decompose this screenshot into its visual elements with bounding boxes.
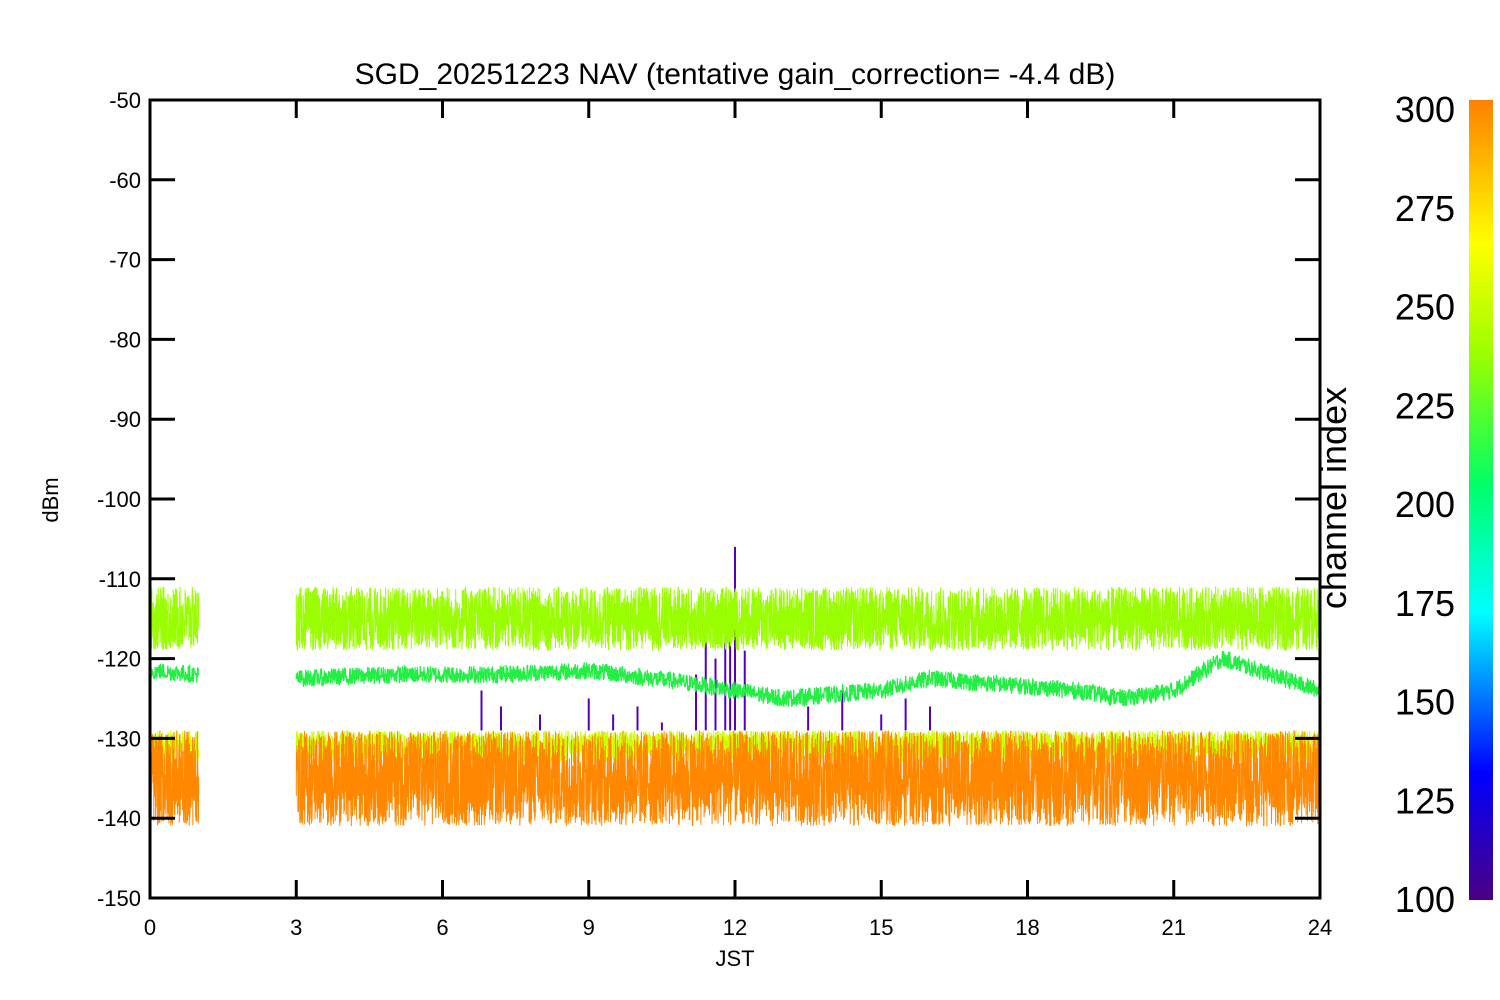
colorbar-tick-label: 200 — [1395, 484, 1455, 525]
y-axis-label: dBm — [38, 477, 63, 522]
point-band-middle — [1124, 697, 1126, 700]
x-tick-label: 9 — [583, 915, 595, 940]
y-tick-label: -80 — [109, 327, 141, 352]
point-band-middle — [1270, 673, 1273, 676]
y-tick-label: -130 — [97, 726, 141, 751]
chart-title: SGD_20251223 NAV (tentative gain_correct… — [355, 58, 1116, 91]
colorbar-tick-label: 150 — [1395, 682, 1455, 723]
colorbar-tick-label: 225 — [1395, 385, 1455, 426]
colorbar-label: channel index — [1313, 387, 1354, 609]
point-band-middle — [587, 669, 590, 672]
y-axis: -150 -140 -130 -120 -110 -100 -90 -80 -70 -60 -50 — [97, 88, 1320, 911]
point-band-middle — [1026, 685, 1029, 688]
x-tick-label: 15 — [869, 915, 893, 940]
x-axis-label: JST — [715, 946, 754, 971]
colorbar-tick-label: 125 — [1395, 780, 1455, 821]
y-tick-label: -120 — [97, 647, 141, 672]
colorbar-ticks: 100 125 150 175 200 225 250 275 300 — [1395, 89, 1455, 920]
x-tick-label: 12 — [723, 915, 747, 940]
x-tick-label: 0 — [144, 915, 156, 940]
y-tick-label: -150 — [97, 886, 141, 911]
x-tick-label: 18 — [1015, 915, 1039, 940]
point-band-middle — [880, 689, 883, 692]
y-tick-label: -90 — [109, 407, 141, 432]
y-tick-label: -60 — [109, 168, 141, 193]
point-band-middle — [1221, 657, 1224, 660]
point-band-middle — [977, 681, 980, 684]
data-layer — [150, 546, 1320, 827]
point-band-middle — [1172, 689, 1175, 692]
colorbar-tick-label: 250 — [1395, 287, 1455, 328]
y-tick-label: -100 — [97, 487, 141, 512]
point-band-middle — [685, 681, 688, 684]
point-band-middle — [490, 673, 493, 676]
point-band-middle — [392, 673, 395, 676]
point-band-middle — [929, 677, 931, 680]
colorbar-tick-label: 175 — [1395, 583, 1455, 624]
series-band-noise-floor — [150, 730, 1320, 827]
point-band-middle — [295, 677, 298, 680]
point-band-middle — [831, 693, 834, 696]
series-band-upper — [150, 585, 1320, 652]
y-tick-label: -50 — [109, 88, 141, 113]
x-tick-label: 21 — [1162, 915, 1186, 940]
point-band-middle — [734, 689, 736, 692]
colorbar-tick-label: 100 — [1395, 879, 1455, 920]
x-tick-label: 3 — [290, 915, 302, 940]
colorbar-tick-label: 275 — [1395, 188, 1455, 229]
colorbar-tick-label: 300 — [1395, 89, 1455, 130]
x-axis: 0 3 6 9 12 15 18 21 24 — [144, 100, 1332, 940]
colorbar — [1469, 100, 1493, 900]
series-band-middle — [150, 650, 1320, 708]
x-tick-label: 24 — [1308, 915, 1332, 940]
point-band-middle — [1075, 689, 1078, 692]
point-band-middle — [782, 697, 785, 700]
y-tick-label: -70 — [109, 248, 141, 273]
x-tick-label: 6 — [436, 915, 448, 940]
y-tick-label: -140 — [97, 806, 141, 831]
y-tick-label: -110 — [99, 567, 141, 592]
point-band-middle — [197, 673, 200, 676]
